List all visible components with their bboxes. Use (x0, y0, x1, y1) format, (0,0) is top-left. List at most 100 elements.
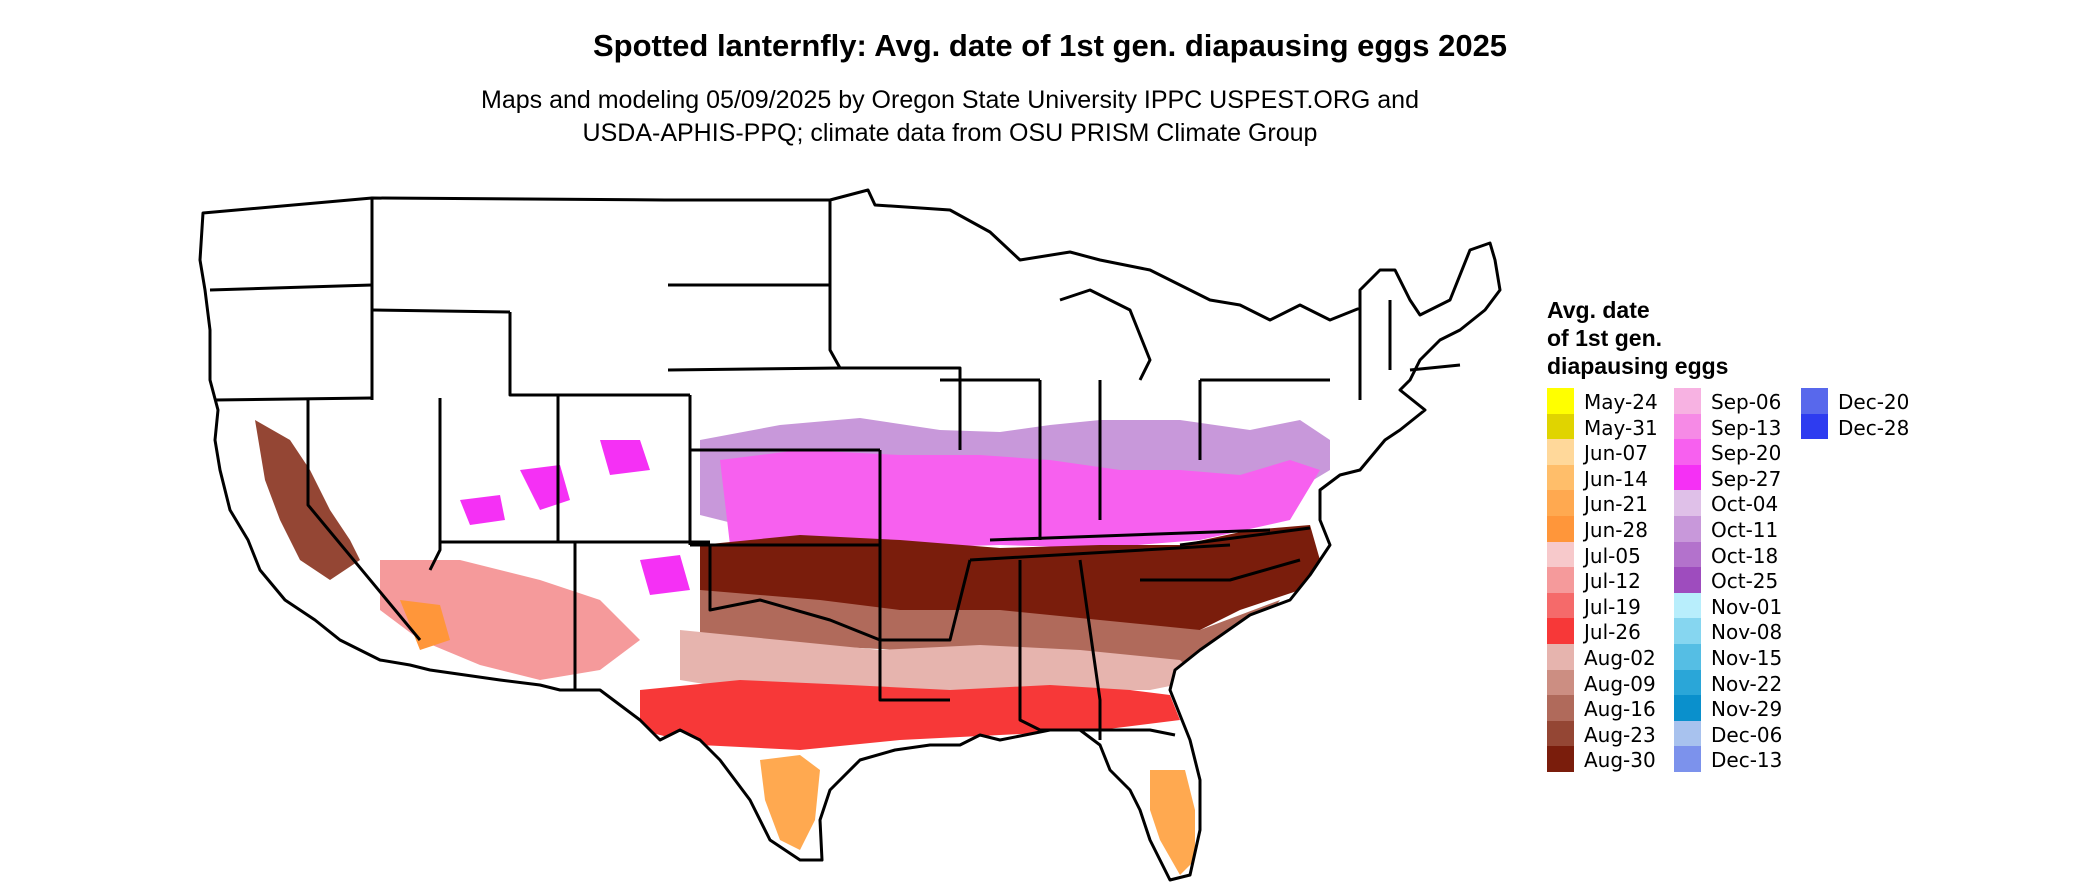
subtitle-line-1: Maps and modeling 05/09/2025 by Oregon S… (481, 86, 1419, 114)
region-sep-magenta-band (720, 450, 1320, 550)
legend-label: Oct-04 (1711, 492, 1779, 517)
legend-item: May-31 (1547, 413, 1677, 440)
legend-item: Jun-21 (1547, 490, 1677, 516)
legend-label: Aug-09 (1584, 671, 1656, 696)
legend-swatch (1547, 592, 1574, 619)
legend-swatch (1674, 541, 1701, 568)
legend-label: Dec-06 (1711, 722, 1783, 747)
boundary-ca-nv (306, 398, 422, 641)
legend-item: Nov-08 (1674, 618, 1804, 644)
legend-item: Aug-09 (1547, 669, 1677, 696)
legend-item: Nov-01 (1674, 592, 1804, 619)
legend-item: Dec-28 (1801, 413, 1931, 440)
legend-label: Aug-30 (1584, 748, 1656, 773)
boundary-ia-mo (840, 366, 962, 450)
legend-title-line-3: diapausing eggs (1547, 353, 1729, 379)
boundary-nc-sc (1140, 558, 1301, 582)
legend-column: Sep-06 Sep-13 Sep-20 Sep-27 Oct-04 Oct-11 Oct-… (1674, 388, 1804, 772)
legend-item: Jul-05 (1547, 541, 1677, 568)
legend-item: Oct-04 (1674, 490, 1804, 516)
boundary-tn (969, 543, 1231, 562)
legend-item: Sep-06 (1674, 388, 1804, 414)
legend-column: May-24 May-31 Jun-07 Jun-14 Jun-21 Jun-28 Jul-… (1547, 388, 1677, 772)
map-fill-layer (200, 190, 1500, 880)
legend-swatch (1547, 643, 1574, 670)
legend-label: Aug-16 (1584, 697, 1656, 722)
legend-item: Dec-13 (1674, 746, 1804, 772)
boundary-new-england (1358, 300, 1461, 400)
legend-item: Sep-27 (1674, 464, 1804, 491)
legend-item: Oct-25 (1674, 567, 1804, 593)
legend-swatch (1674, 515, 1701, 542)
boundary-va-nc (1179, 526, 1311, 547)
legend-swatch (1674, 695, 1701, 721)
boundary-sd-ne (667, 366, 841, 372)
legend-item: Jul-26 (1547, 618, 1677, 644)
legend-label: Jul-05 (1584, 543, 1641, 568)
legend-swatch (1674, 567, 1701, 593)
region-west-magenta-spots (460, 440, 690, 595)
legend-swatch (1674, 592, 1701, 619)
boundary-ms-al (1018, 560, 1041, 732)
boundary-ky-tn (989, 528, 1271, 542)
legend-swatch (1547, 388, 1574, 414)
legend-label: Nov-29 (1711, 697, 1783, 722)
region-aug-02-band (680, 630, 1200, 690)
legend-label: Jun-07 (1584, 441, 1648, 466)
boundary-mi (1059, 288, 1152, 381)
boundary-nv-ut (428, 398, 442, 571)
subtitle-line-2: USDA-APHIS-PPQ; climate data from OSU PR… (582, 119, 1318, 147)
region-texas-florida-orange (760, 755, 1195, 875)
legend-label: Oct-25 (1711, 569, 1779, 594)
legend-item: Jun-14 (1547, 464, 1677, 491)
legend-item: Nov-29 (1674, 695, 1804, 721)
boundary-ok-tx (708, 545, 881, 642)
legend-item: Aug-02 (1547, 643, 1677, 670)
legend-item: May-24 (1547, 388, 1677, 414)
boundary-or-ca-nv (214, 396, 373, 402)
legend-item: Dec-06 (1674, 720, 1804, 747)
legend-swatch (1801, 388, 1828, 414)
legend-item: Nov-15 (1674, 643, 1804, 670)
boundary-mn-ia (828, 200, 842, 369)
legend-swatch (1674, 439, 1701, 465)
legend-title-line-2: of 1st gen. (1547, 325, 1663, 351)
legend: May-24 May-31 Jun-07 Jun-14 Jun-21 Jun-28 Jul-… (1547, 388, 1967, 778)
legend-label: Aug-23 (1584, 722, 1656, 747)
legend-swatch (1674, 388, 1701, 414)
legend-swatch (1674, 490, 1701, 516)
legend-column: Dec-20 Dec-28 (1801, 388, 1931, 440)
legend-item: Jul-19 (1547, 592, 1677, 619)
legend-item: Oct-11 (1674, 515, 1804, 542)
legend-item: Jul-12 (1547, 567, 1677, 593)
legend-swatch (1547, 695, 1574, 721)
legend-swatch (1674, 618, 1701, 644)
legend-swatch (1674, 413, 1701, 440)
legend-label: Jun-21 (1584, 492, 1648, 517)
legend-label: May-31 (1584, 415, 1658, 440)
legend-label: Nov-08 (1711, 620, 1783, 645)
map-title: Spotted lanternfly: Avg. date of 1st gen… (592, 28, 1508, 63)
legend-swatch (1547, 618, 1574, 644)
legend-label: Oct-18 (1711, 543, 1779, 568)
legend-label: Aug-02 (1584, 645, 1656, 670)
legend-item: Oct-18 (1674, 541, 1804, 568)
boundary-wa-or (209, 283, 373, 292)
legend-swatch (1547, 464, 1574, 491)
legend-item: Nov-22 (1674, 669, 1804, 696)
boundary-ga-fl (1040, 728, 1176, 737)
legend-item: Sep-13 (1674, 413, 1804, 440)
legend-swatch (1801, 413, 1828, 440)
legend-swatch (1547, 439, 1574, 465)
legend-title-line-1: Avg. date (1547, 297, 1650, 323)
legend-label: Sep-20 (1711, 441, 1782, 466)
legend-swatch (1547, 515, 1574, 542)
legend-swatch (1547, 720, 1574, 747)
boundary-mt-wy (371, 308, 511, 314)
legend-item: Aug-30 (1547, 746, 1677, 772)
region-southwest-orange (400, 600, 450, 650)
legend-item: Sep-20 (1674, 439, 1804, 465)
legend-swatch (1674, 746, 1701, 772)
legend-label: Dec-28 (1838, 415, 1910, 440)
